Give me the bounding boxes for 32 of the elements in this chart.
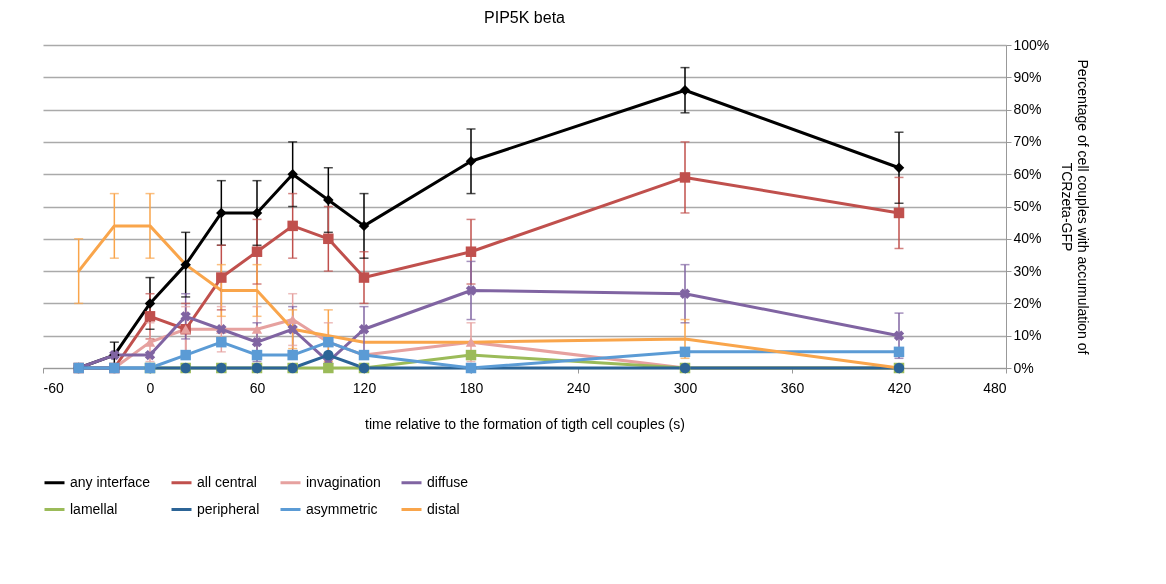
x-tick-label: 300 (673, 379, 698, 396)
y-tick-label: 80% (1013, 101, 1042, 118)
legend-label: invagination (306, 473, 381, 490)
x-tick-label: 240 (566, 379, 591, 396)
x-tick-label: 420 (887, 379, 912, 396)
x-axis-title: time relative to the formation of tigth cell couples (s) (365, 415, 685, 432)
y-tick-label: 90% (1013, 68, 1042, 85)
x-tick-label: 60 (249, 379, 266, 396)
y-axis-title: Percentage of cell couples with accumulation of TCRzeta-GFP (1059, 59, 1092, 355)
x-tick-label: -60 (43, 379, 64, 396)
chart-title: PIP5K beta (484, 9, 566, 26)
x-tick-label: 360 (780, 379, 805, 396)
y-tick-label: 100% (1013, 36, 1050, 53)
y-tick-label: 60% (1013, 165, 1042, 182)
x-tick-label: 0 (146, 379, 155, 396)
x-tick-label: 180 (459, 379, 484, 396)
y-tick-label: 20% (1013, 294, 1042, 311)
legend-label: asymmetric (306, 500, 378, 517)
y-tick-label: 50% (1013, 198, 1042, 214)
x-tick-label: 480 (983, 379, 1007, 396)
legend-label: peripheral (197, 500, 260, 517)
y-tick-label: 70% (1013, 133, 1042, 150)
legend-label: diffuse (427, 473, 469, 490)
legend-label: all central (197, 473, 257, 490)
y-tick-label: 0% (1013, 359, 1034, 376)
y-tick-label: 10% (1013, 327, 1042, 344)
x-tick-label: 120 (352, 379, 377, 396)
legend-label: lamellal (70, 500, 118, 517)
y-tick-label: 40% (1013, 230, 1042, 247)
legend-label: any interface (70, 473, 151, 490)
y-tick-label: 30% (1013, 262, 1042, 279)
legend-label: distal (427, 500, 460, 517)
